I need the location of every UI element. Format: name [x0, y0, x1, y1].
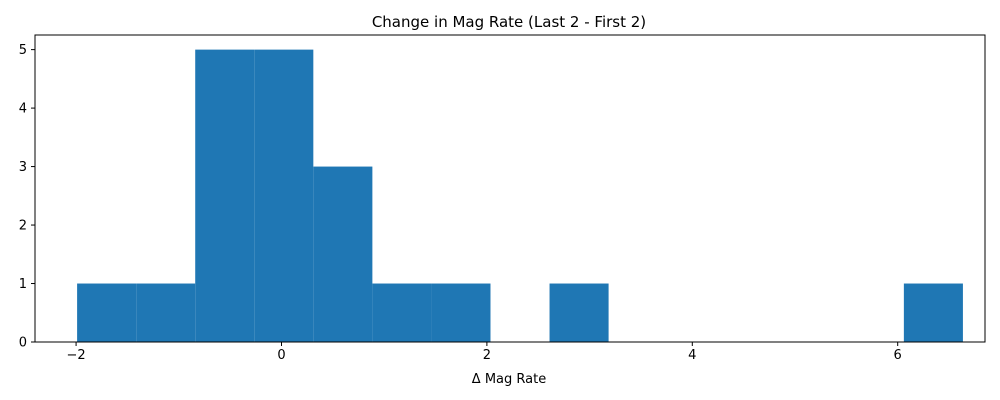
plot-frame [34, 34, 986, 343]
histogram-bar [313, 166, 373, 342]
x-tick-label: 4 [688, 348, 696, 363]
histogram-bar [195, 49, 255, 342]
x-tick-label: 2 [483, 348, 491, 363]
histogram-bar [77, 283, 137, 342]
histogram-bar [136, 283, 196, 342]
y-axis-ticks: 0 1 2 3 4 5 [19, 43, 35, 351]
x-axis-ticks: −2 0 2 4 6 [66, 342, 902, 363]
x-tick-label: −2 [66, 348, 85, 363]
chart-title: Change in Mag Rate (Last 2 - First 2) [372, 13, 646, 31]
y-tick-label: 3 [19, 160, 27, 175]
x-tick-label: 6 [894, 348, 902, 363]
x-axis-label: Δ Mag Rate [472, 372, 546, 387]
y-tick-label: 5 [19, 43, 27, 58]
histogram-bar [372, 283, 432, 342]
histogram-bar [549, 283, 609, 342]
histogram-bar [431, 283, 491, 342]
bars-group [77, 49, 963, 342]
y-tick-label: 2 [19, 219, 27, 234]
x-tick-label: 0 [277, 348, 285, 363]
histogram-bar [903, 283, 963, 342]
y-tick-label: 1 [19, 277, 27, 292]
y-tick-label: 0 [19, 336, 27, 351]
y-tick-label: 4 [19, 102, 27, 117]
histogram-bar [254, 49, 314, 342]
